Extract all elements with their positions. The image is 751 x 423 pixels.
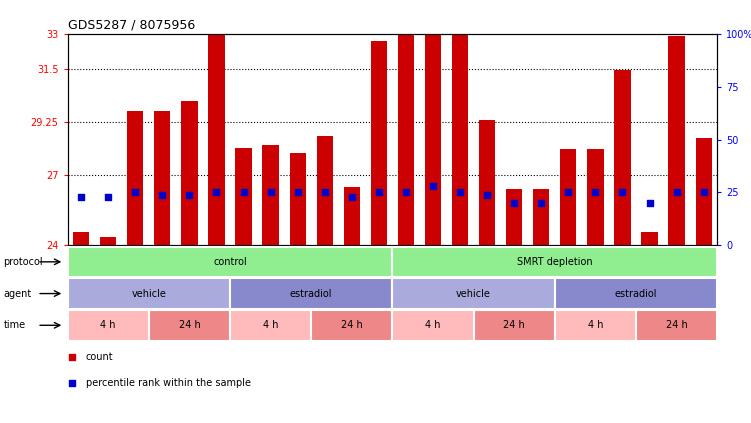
Point	[617, 189, 629, 196]
Text: count: count	[86, 352, 113, 363]
Point	[372, 189, 385, 196]
Bar	[154, 111, 170, 245]
Point	[400, 189, 412, 196]
Bar	[230, 278, 392, 309]
Point	[454, 189, 466, 196]
Text: 24 h: 24 h	[665, 320, 687, 330]
Bar	[73, 232, 89, 245]
Bar	[641, 232, 658, 245]
Text: vehicle: vehicle	[456, 288, 491, 299]
Point	[345, 193, 357, 200]
Bar	[668, 36, 685, 245]
Bar	[560, 149, 577, 245]
Bar	[479, 120, 495, 245]
Bar	[127, 111, 143, 245]
Point	[671, 189, 683, 196]
Bar	[474, 310, 555, 341]
Bar	[392, 247, 717, 277]
Bar	[392, 278, 555, 309]
Point	[427, 183, 439, 190]
Bar	[208, 34, 225, 245]
Text: 4 h: 4 h	[587, 320, 603, 330]
Text: GDS5287 / 8075956: GDS5287 / 8075956	[68, 18, 195, 31]
Point	[644, 200, 656, 206]
Point	[66, 379, 78, 386]
Text: protocol: protocol	[4, 257, 43, 267]
Text: 4 h: 4 h	[101, 320, 116, 330]
Bar	[290, 153, 306, 245]
Bar	[555, 310, 636, 341]
Bar	[452, 34, 468, 245]
Bar	[344, 187, 360, 245]
Bar	[533, 189, 550, 245]
Text: 4 h: 4 h	[425, 320, 441, 330]
Bar	[371, 41, 387, 245]
Text: percentile rank within the sample: percentile rank within the sample	[86, 378, 251, 388]
Point	[129, 189, 141, 196]
Text: estradiol: estradiol	[290, 288, 333, 299]
Bar	[235, 148, 252, 245]
Point	[508, 200, 520, 206]
Text: estradiol: estradiol	[615, 288, 657, 299]
Bar	[636, 310, 717, 341]
Point	[318, 189, 330, 196]
Bar	[181, 101, 198, 245]
Bar	[68, 278, 230, 309]
Text: 24 h: 24 h	[341, 320, 363, 330]
Bar	[230, 310, 311, 341]
Point	[562, 189, 575, 196]
Point	[264, 189, 276, 196]
Bar	[695, 138, 712, 245]
Point	[210, 189, 222, 196]
Text: vehicle: vehicle	[131, 288, 166, 299]
Point	[698, 189, 710, 196]
Point	[102, 193, 114, 200]
Text: control: control	[213, 257, 247, 267]
Bar	[555, 278, 717, 309]
Bar	[149, 310, 230, 341]
Point	[237, 189, 249, 196]
Text: 24 h: 24 h	[503, 320, 525, 330]
Point	[291, 189, 303, 196]
Point	[590, 189, 602, 196]
Bar	[587, 149, 604, 245]
Point	[481, 191, 493, 198]
Text: 4 h: 4 h	[263, 320, 279, 330]
Bar	[100, 237, 116, 245]
Text: SMRT depletion: SMRT depletion	[517, 257, 593, 267]
Bar	[398, 34, 414, 245]
Bar	[68, 247, 392, 277]
Bar	[311, 310, 392, 341]
Point	[66, 354, 78, 361]
Bar	[392, 310, 474, 341]
Point	[156, 191, 168, 198]
Point	[75, 193, 87, 200]
Bar	[317, 136, 333, 245]
Point	[183, 191, 195, 198]
Text: time: time	[4, 320, 26, 330]
Bar	[506, 189, 522, 245]
Bar	[614, 70, 631, 245]
Bar	[425, 34, 441, 245]
Bar	[68, 310, 149, 341]
Text: agent: agent	[4, 288, 32, 299]
Bar	[263, 146, 279, 245]
Point	[535, 200, 547, 206]
Text: 24 h: 24 h	[179, 320, 201, 330]
